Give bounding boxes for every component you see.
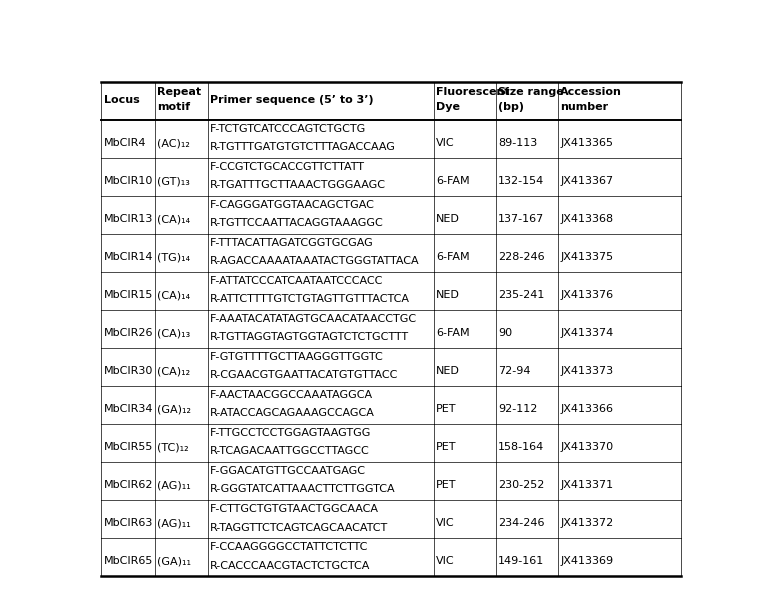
- Text: 6-FAM: 6-FAM: [436, 252, 470, 262]
- Text: JX413375: JX413375: [560, 252, 613, 262]
- Text: 228-246: 228-246: [498, 252, 545, 262]
- Text: R-TGATTTGCTTAAACTGGGAAGC: R-TGATTTGCTTAAACTGGGAAGC: [211, 181, 386, 190]
- Text: PET: PET: [436, 442, 457, 452]
- Text: F-CCAAGGGGCCTATTCTCTTC: F-CCAAGGGGCCTATTCTCTTC: [211, 542, 369, 552]
- Text: (GA)₁₁: (GA)₁₁: [157, 556, 191, 566]
- Text: R-CACCCAACGTACTCTGCTCA: R-CACCCAACGTACTCTGCTCA: [211, 560, 371, 571]
- Text: VIC: VIC: [436, 556, 455, 566]
- Text: 235-241: 235-241: [498, 290, 545, 300]
- Text: (CA)₁₃: (CA)₁₃: [157, 328, 190, 338]
- Text: NED: NED: [436, 366, 460, 376]
- Text: Size range: Size range: [498, 87, 564, 97]
- Text: (TG)₁₄: (TG)₁₄: [157, 252, 190, 262]
- Text: (CA)₁₂: (CA)₁₂: [157, 366, 190, 376]
- Text: F-AAATACATATAGTGCAACATAACCTGC: F-AAATACATATAGTGCAACATAACCTGC: [211, 314, 417, 324]
- Text: F-CTTGCTGTGTAACTGGCAACA: F-CTTGCTGTGTAACTGGCAACA: [211, 504, 379, 514]
- Text: Primer sequence (5’ to 3’): Primer sequence (5’ to 3’): [211, 95, 374, 105]
- Text: JX413372: JX413372: [560, 518, 613, 528]
- Text: R-TGTTCCAATTACAGGTAAAGGC: R-TGTTCCAATTACAGGTAAAGGC: [211, 219, 384, 228]
- Text: VIC: VIC: [436, 138, 455, 148]
- Text: MbCIR30: MbCIR30: [104, 366, 153, 376]
- Text: 72-94: 72-94: [498, 366, 531, 376]
- Text: JX413373: JX413373: [560, 366, 613, 376]
- Text: JX413376: JX413376: [560, 290, 613, 300]
- Text: F-TCTGTCATCCCAGTCTGCTG: F-TCTGTCATCCCAGTCTGCTG: [211, 124, 366, 134]
- Text: JX413371: JX413371: [560, 480, 613, 490]
- Text: motif: motif: [157, 102, 190, 113]
- Text: MbCIR4: MbCIR4: [104, 138, 146, 148]
- Text: R-TGTTTGATGTGTCTTTAGACCAAG: R-TGTTTGATGTGTCTTTAGACCAAG: [211, 143, 396, 152]
- Text: F-CAGGGATGGTAACAGCTGAC: F-CAGGGATGGTAACAGCTGAC: [211, 200, 375, 210]
- Text: JX413368: JX413368: [560, 214, 613, 224]
- Text: F-ATTATCCCATCAATAATCCCACC: F-ATTATCCCATCAATAATCCCACC: [211, 276, 384, 286]
- Text: MbCIR62: MbCIR62: [104, 480, 153, 490]
- Text: F-AACTAACGGCCAAATAGGCA: F-AACTAACGGCCAAATAGGCA: [211, 390, 373, 400]
- Text: R-ATTCTTTTGTCTGTAGTTGTTTACTCA: R-ATTCTTTTGTCTGTAGTTGTTTACTCA: [211, 294, 410, 305]
- Text: (AG)₁₁: (AG)₁₁: [157, 480, 191, 490]
- Text: R-TCAGACAATTGGCCTTAGCC: R-TCAGACAATTGGCCTTAGCC: [211, 447, 370, 456]
- Text: 137-167: 137-167: [498, 214, 545, 224]
- Text: MbCIR14: MbCIR14: [104, 252, 153, 262]
- Text: 89-113: 89-113: [498, 138, 538, 148]
- Text: F-GTGTTTTGCTTAAGGGTTGGTC: F-GTGTTTTGCTTAAGGGTTGGTC: [211, 352, 384, 362]
- Text: 6-FAM: 6-FAM: [436, 328, 470, 338]
- Text: MbCIR63: MbCIR63: [104, 518, 153, 528]
- Text: (bp): (bp): [498, 102, 524, 113]
- Text: MbCIR34: MbCIR34: [104, 404, 153, 414]
- Text: PET: PET: [436, 480, 457, 490]
- Text: R-TGTTAGGTAGTGGTAGTCTCTGCTTT: R-TGTTAGGTAGTGGTAGTCTCTGCTTT: [211, 332, 410, 343]
- Text: 6-FAM: 6-FAM: [436, 176, 470, 186]
- Text: NED: NED: [436, 214, 460, 224]
- Text: MbCIR65: MbCIR65: [104, 556, 153, 566]
- Text: Locus: Locus: [104, 95, 140, 105]
- Text: 132-154: 132-154: [498, 176, 545, 186]
- Text: Fluorescent: Fluorescent: [436, 87, 510, 97]
- Text: Accession: Accession: [560, 87, 622, 97]
- Text: R-AGACCAAAATAAATACTGGGTATTACA: R-AGACCAAAATAAATACTGGGTATTACA: [211, 256, 420, 267]
- Text: JX413370: JX413370: [560, 442, 613, 452]
- Text: (CA)₁₄: (CA)₁₄: [157, 214, 190, 224]
- Text: R-GGGTATCATTAAACTTCTTGGTCA: R-GGGTATCATTAAACTTCTTGGTCA: [211, 485, 396, 494]
- Text: JX413365: JX413365: [560, 138, 613, 148]
- Text: 90: 90: [498, 328, 513, 338]
- Text: (AC)₁₂: (AC)₁₂: [157, 138, 190, 148]
- Text: F-GGACATGTTGCCAATGAGC: F-GGACATGTTGCCAATGAGC: [211, 466, 366, 476]
- Text: JX413367: JX413367: [560, 176, 613, 186]
- Text: MbCIR13: MbCIR13: [104, 214, 153, 224]
- Text: Repeat: Repeat: [157, 87, 201, 97]
- Text: 234-246: 234-246: [498, 518, 545, 528]
- Text: (TC)₁₂: (TC)₁₂: [157, 442, 188, 452]
- Text: (GA)₁₂: (GA)₁₂: [157, 404, 191, 414]
- Text: MbCIR26: MbCIR26: [104, 328, 153, 338]
- Text: R-CGAACGTGAATTACATGTGTTACC: R-CGAACGTGAATTACATGTGTTACC: [211, 370, 398, 380]
- Text: 230-252: 230-252: [498, 480, 545, 490]
- Text: NED: NED: [436, 290, 460, 300]
- Text: R-ATACCAGCAGAAAGCCAGCA: R-ATACCAGCAGAAAGCCAGCA: [211, 409, 375, 418]
- Text: MbCIR10: MbCIR10: [104, 176, 153, 186]
- Text: VIC: VIC: [436, 518, 455, 528]
- Text: JX413366: JX413366: [560, 404, 613, 414]
- Text: F-TTGCCTCCTGGAGTAAGTGG: F-TTGCCTCCTGGAGTAAGTGG: [211, 428, 372, 438]
- Text: 158-164: 158-164: [498, 442, 545, 452]
- Text: number: number: [560, 102, 608, 113]
- Text: JX413369: JX413369: [560, 556, 613, 566]
- Text: Dye: Dye: [436, 102, 460, 113]
- Text: 149-161: 149-161: [498, 556, 545, 566]
- Text: F-TTTACATTAGATCGGTGCGAG: F-TTTACATTAGATCGGTGCGAG: [211, 238, 374, 248]
- Text: R-TAGGTTCTCAGTCAGCAACATCT: R-TAGGTTCTCAGTCAGCAACATCT: [211, 523, 388, 533]
- Text: MbCIR55: MbCIR55: [104, 442, 153, 452]
- Text: F-CCGTCTGCACCGTTCTTATT: F-CCGTCTGCACCGTTCTTATT: [211, 162, 365, 172]
- Text: 92-112: 92-112: [498, 404, 538, 414]
- Text: (AG)₁₁: (AG)₁₁: [157, 518, 191, 528]
- Text: MbCIR15: MbCIR15: [104, 290, 153, 300]
- Text: (CA)₁₄: (CA)₁₄: [157, 290, 190, 300]
- Text: JX413374: JX413374: [560, 328, 613, 338]
- Text: PET: PET: [436, 404, 457, 414]
- Text: (GT)₁₃: (GT)₁₃: [157, 176, 190, 186]
